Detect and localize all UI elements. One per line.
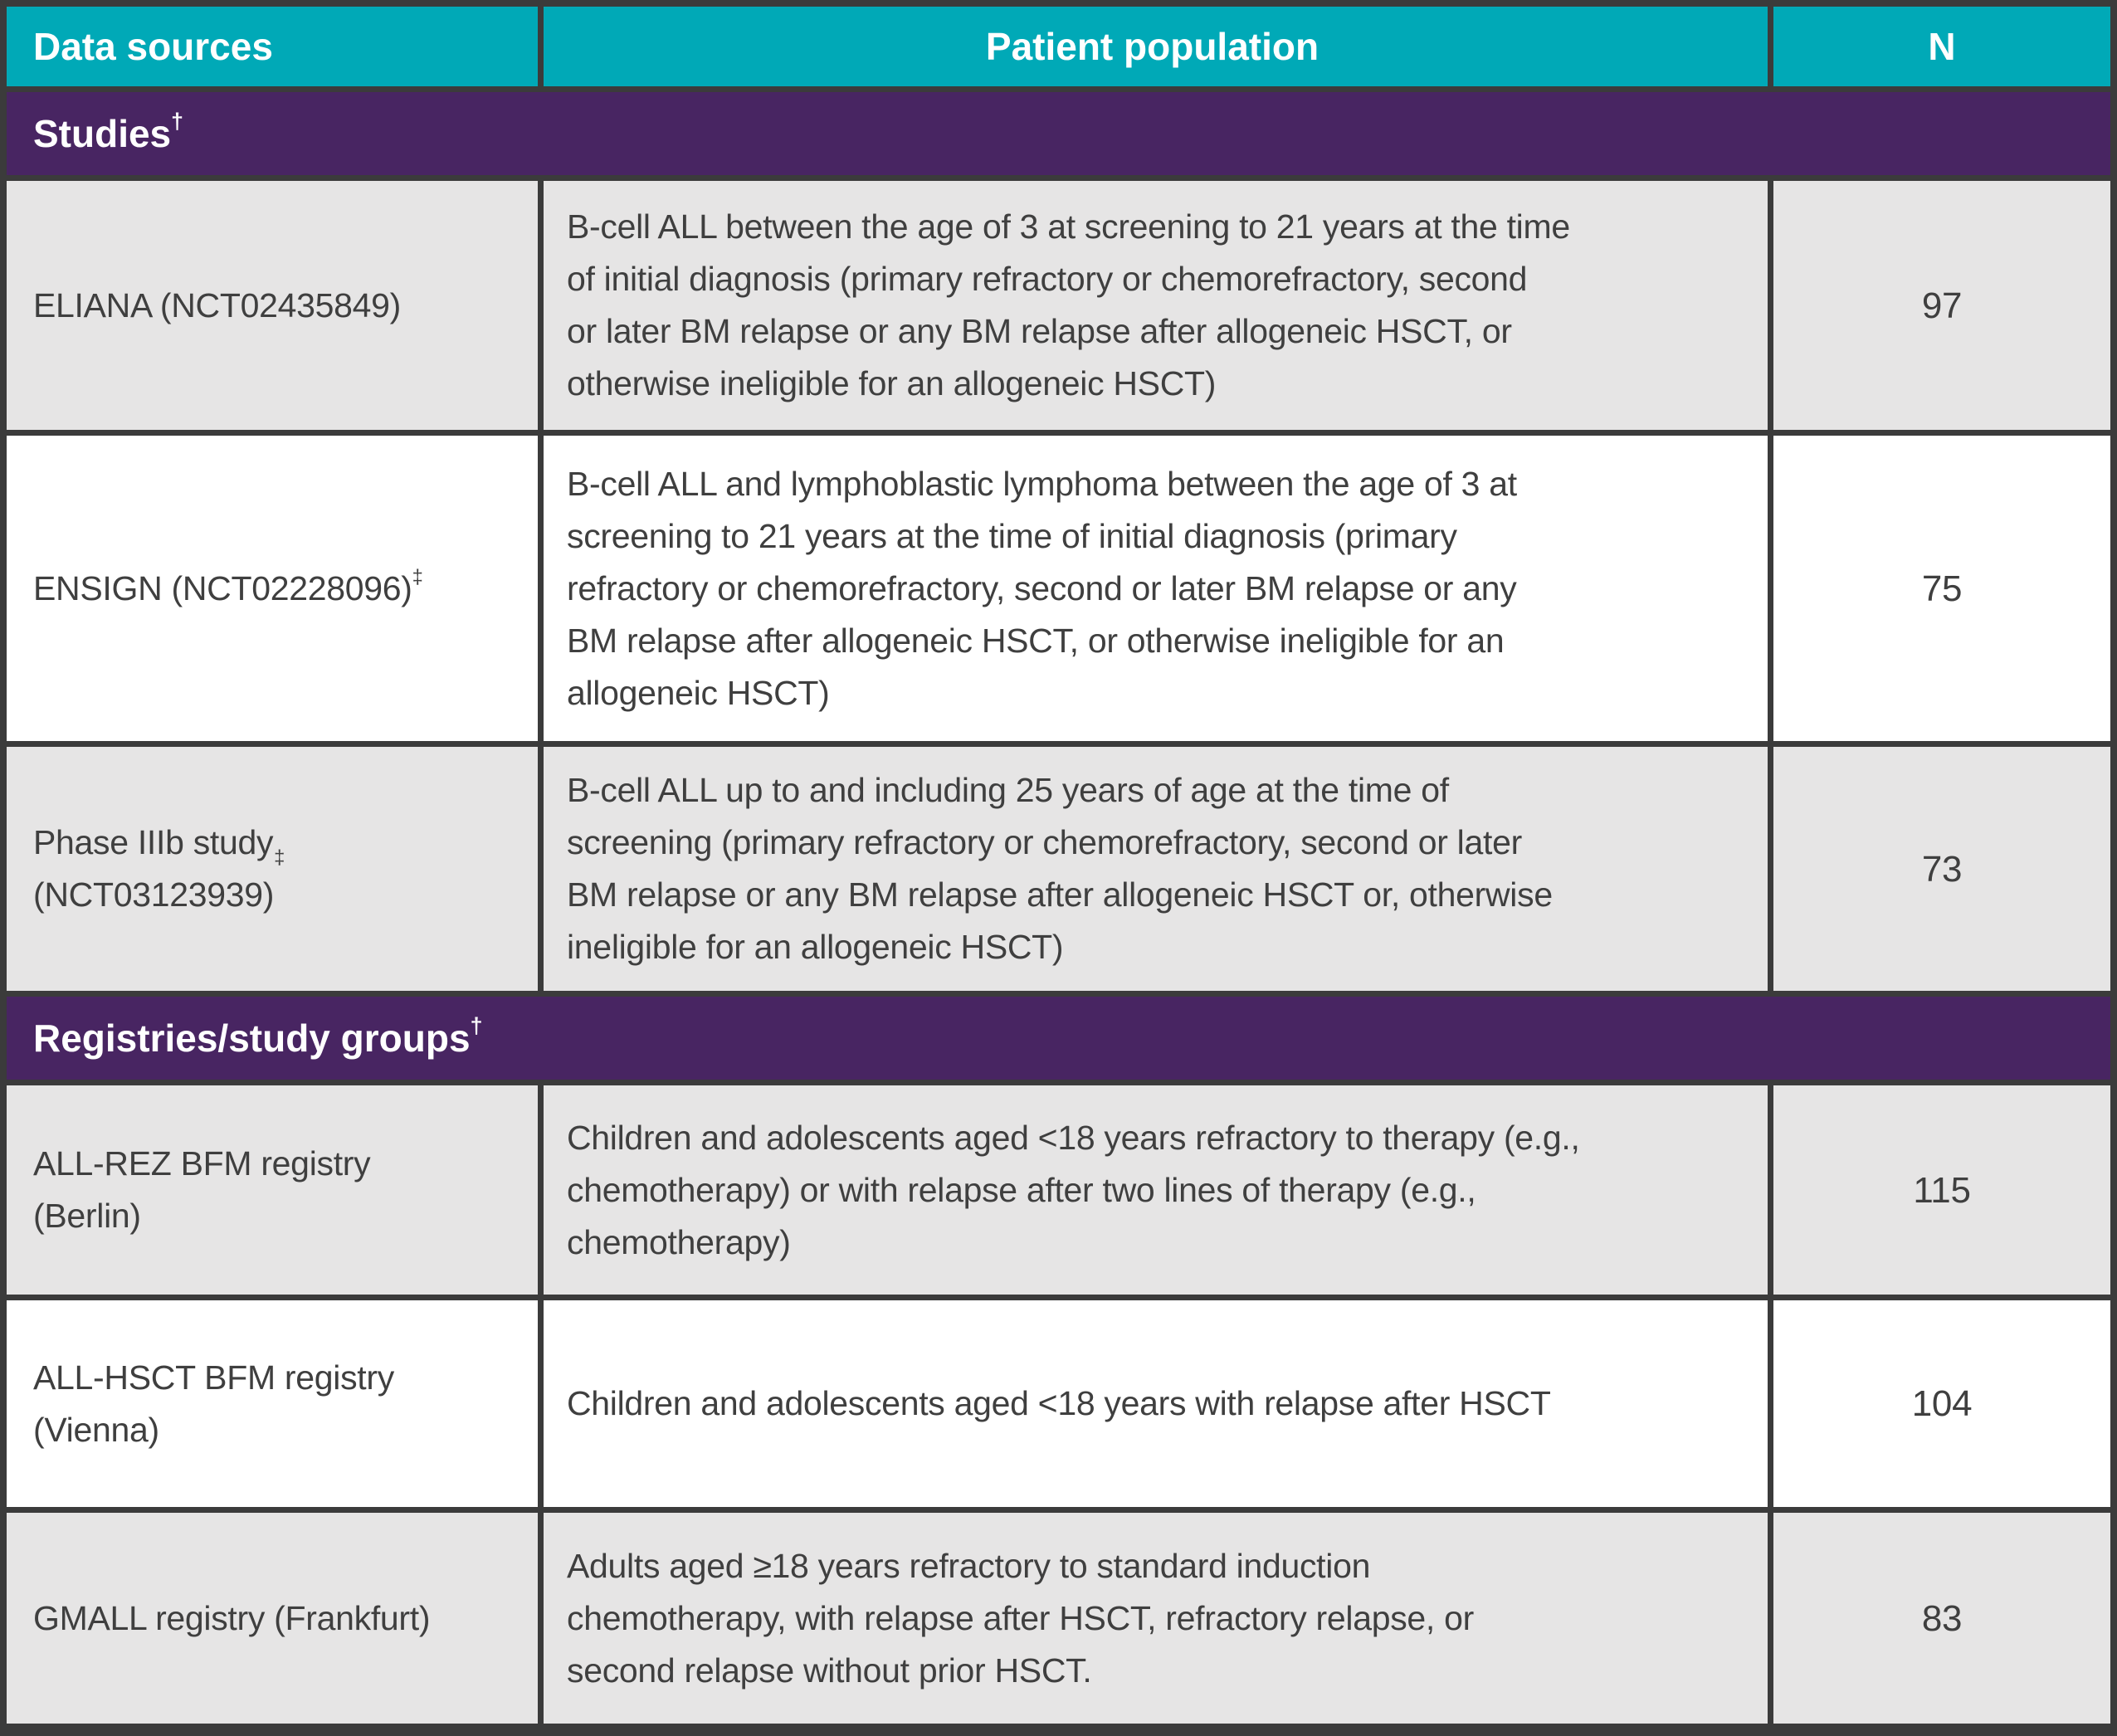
patient-population-text: B-cell ALL and lymphoblastic lymphoma be… bbox=[567, 464, 1517, 712]
n-value: 97 bbox=[1921, 285, 1963, 326]
data-source-name: ALL-REZ BFM registry (Berlin) bbox=[33, 1144, 371, 1235]
column-header-label: N bbox=[1928, 24, 1956, 68]
data-source-name: GMALL registry (Frankfurt) bbox=[33, 1598, 431, 1637]
column-header-n: N bbox=[1773, 7, 2110, 86]
column-header-data-sources: Data sources bbox=[7, 7, 538, 86]
table-row-gmall-source: GMALL registry (Frankfurt) bbox=[7, 1513, 538, 1724]
patient-population-text: B-cell ALL between the age of 3 at scree… bbox=[567, 207, 1570, 402]
n-value: 104 bbox=[1911, 1383, 1973, 1424]
column-header-label: Patient population bbox=[985, 24, 1319, 68]
table-row-allhsct-n: 104 bbox=[1773, 1300, 2110, 1507]
table-row-phase3b-n: 73 bbox=[1773, 747, 2110, 991]
table-row-ensign-source: ENSIGN (NCT02228096) ‡ bbox=[7, 436, 538, 741]
table-grid: Data sources Patient population N Studie… bbox=[7, 7, 2110, 1729]
data-source-name: ELIANA (NCT02435849) bbox=[33, 285, 401, 324]
patient-population-text: Children and adolescents aged <18 years … bbox=[567, 1384, 1551, 1422]
section-label: Registries/study groups bbox=[33, 1017, 471, 1060]
table-row-allrez-source: ALL-REZ BFM registry (Berlin) bbox=[7, 1085, 538, 1295]
n-value: 83 bbox=[1921, 1597, 1963, 1639]
section-label: Studies bbox=[33, 112, 172, 155]
table-row-eliana-n: 97 bbox=[1773, 181, 2110, 430]
column-header-label: Data sources bbox=[33, 24, 273, 68]
data-source-name: Phase IIIb study (NCT03123939) bbox=[33, 823, 275, 914]
table-row-eliana-source: ELIANA (NCT02435849) bbox=[7, 181, 538, 430]
patient-population-text: Children and adolescents aged <18 years … bbox=[567, 1118, 1580, 1261]
table-row-allrez-n: 115 bbox=[1773, 1085, 2110, 1295]
n-value: 73 bbox=[1921, 848, 1963, 890]
table-row-allrez-population: Children and adolescents aged <18 years … bbox=[544, 1085, 1768, 1295]
table-row-allhsct-source: ALL-HSCT BFM registry (Vienna) bbox=[7, 1300, 538, 1507]
column-header-patient-population: Patient population bbox=[544, 7, 1768, 86]
data-source-name: ENSIGN (NCT02228096) bbox=[33, 568, 412, 607]
patient-population-text: Adults aged ≥18 years refractory to stan… bbox=[567, 1546, 1474, 1690]
patient-population-text: B-cell ALL up to and including 25 years … bbox=[567, 771, 1553, 966]
n-value: 115 bbox=[1913, 1169, 1971, 1211]
section-header-studies: Studies † bbox=[7, 92, 2110, 175]
n-value: 75 bbox=[1921, 568, 1963, 609]
table-row-ensign-n: 75 bbox=[1773, 436, 2110, 741]
table-row-phase3b-source: Phase IIIb study (NCT03123939) ‡ bbox=[7, 747, 538, 991]
table-row-gmall-n: 83 bbox=[1773, 1513, 2110, 1724]
table-row-phase3b-population: B-cell ALL up to and including 25 years … bbox=[544, 747, 1768, 991]
table-row-allhsct-population: Children and adolescents aged <18 years … bbox=[544, 1300, 1768, 1507]
table-row-ensign-population: B-cell ALL and lymphoblastic lymphoma be… bbox=[544, 436, 1768, 741]
section-header-registries: Registries/study groups † bbox=[7, 997, 2110, 1080]
table-row-eliana-population: B-cell ALL between the age of 3 at scree… bbox=[544, 181, 1768, 430]
data-source-name: ALL-HSCT BFM registry (Vienna) bbox=[33, 1358, 394, 1449]
table-row-gmall-population: Adults aged ≥18 years refractory to stan… bbox=[544, 1513, 1768, 1724]
